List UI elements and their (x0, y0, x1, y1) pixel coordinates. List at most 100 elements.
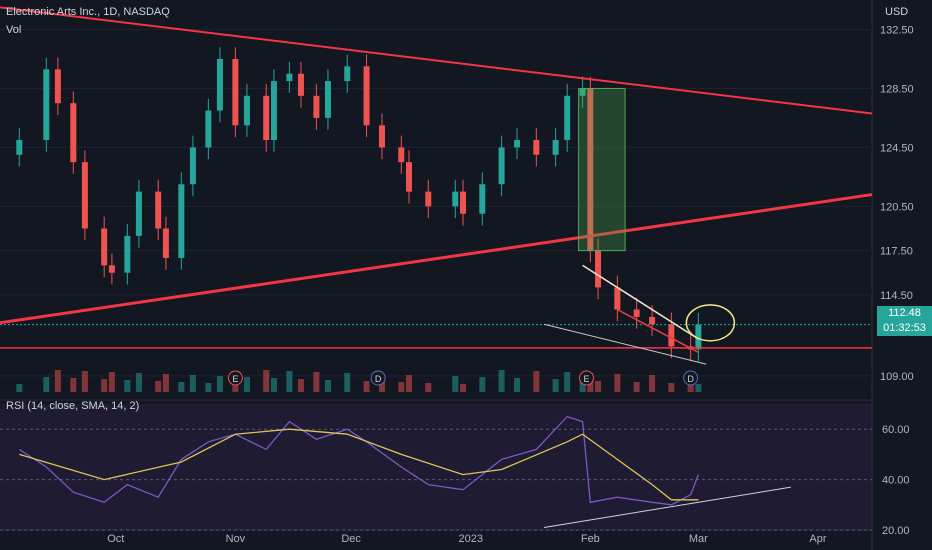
volume-bar (533, 371, 540, 392)
gap-box (578, 87, 626, 252)
rsi-tick-label: 60.00 (882, 424, 910, 436)
candle-body (498, 147, 505, 185)
candle-body (695, 324, 702, 350)
price-tick-label: 109.00 (880, 371, 914, 383)
time-tick-label: Feb (581, 533, 600, 545)
event-marker-label: D (687, 374, 694, 384)
volume-bar (124, 380, 131, 392)
volume-bar (270, 378, 277, 392)
volume-bar (16, 384, 23, 392)
event-marker-label: E (583, 374, 589, 384)
candle-body (135, 191, 142, 236)
candle-body (649, 316, 656, 325)
candle-body (189, 147, 196, 185)
price-tick-label: 120.50 (880, 201, 914, 213)
time-tick-label: Mar (689, 533, 708, 545)
channel-mid (616, 308, 699, 353)
candle-body (216, 58, 223, 111)
event-marker-label: E (232, 374, 238, 384)
volume-bar (579, 380, 586, 392)
volume-bar (135, 373, 142, 392)
volume-bar (263, 370, 270, 392)
candle-body (398, 147, 405, 163)
volume-bar (514, 378, 521, 392)
rsi-tick-label: 40.00 (882, 475, 910, 487)
volume-bar (286, 371, 293, 392)
upper-trendline (0, 6, 873, 115)
candle-body (297, 73, 304, 96)
price-tick-label: 132.50 (880, 24, 914, 36)
volume-bar (564, 372, 571, 392)
price-tick-label: 124.50 (880, 142, 914, 154)
candle-body (479, 184, 486, 214)
candle-body (70, 103, 77, 163)
candle-body (425, 191, 432, 207)
volume-bar (101, 379, 108, 392)
time-tick-label: 2023 (458, 533, 482, 545)
volume-bar (425, 383, 432, 392)
candle-body (232, 58, 239, 126)
volume-bar (81, 371, 88, 392)
candle-body (614, 287, 621, 310)
candle-body (587, 88, 594, 251)
candle-body (533, 140, 540, 155)
candle-body (16, 140, 23, 155)
candle-body (101, 228, 108, 266)
candle-body (43, 69, 50, 141)
symbol-title: Electronic Arts Inc., 1D, NASDAQ (6, 6, 170, 18)
volume-bar (695, 384, 702, 392)
candle-body (178, 184, 185, 258)
event-marker-label: D (375, 374, 382, 384)
candle-body (108, 265, 115, 273)
candle-body (243, 95, 250, 126)
volume-bar (162, 374, 169, 392)
candle-body (313, 95, 320, 118)
countdown: 01:32:53 (883, 322, 926, 334)
volume-bar (595, 381, 602, 392)
candle-body (595, 250, 602, 288)
event-marker (578, 370, 594, 386)
volume-bar (498, 370, 505, 392)
volume-bar (313, 372, 320, 392)
last-price: 112.48 (888, 307, 921, 319)
candle-body (363, 66, 370, 126)
volume-bar (178, 382, 185, 392)
rsi-label: RSI (14, close, SMA, 14, 2) (6, 400, 140, 412)
price-tick-label: 114.50 (880, 290, 913, 302)
candle-body (514, 140, 521, 148)
time-tick-label: Apr (809, 533, 826, 545)
rsi-panel (0, 404, 872, 530)
event-marker (683, 370, 699, 386)
volume-bar (216, 376, 223, 392)
price-tick-label: 128.50 (880, 83, 914, 95)
volume-bar (479, 377, 486, 392)
candle-body (286, 73, 293, 82)
event-marker (227, 370, 243, 386)
candle-body (205, 110, 212, 148)
candle-body (270, 81, 277, 141)
volume-bar (398, 382, 405, 392)
volume-bar (614, 374, 621, 392)
highlight-circle (685, 304, 736, 342)
event-marker (370, 370, 386, 386)
candle-body (54, 69, 61, 104)
candle-body (564, 95, 571, 141)
volume-bar (232, 384, 239, 392)
candle-body (633, 309, 640, 317)
volume-bar (324, 380, 331, 392)
time-tick-label: Nov (226, 533, 246, 545)
volume-bar (297, 379, 304, 392)
volume-bar (668, 383, 675, 392)
time-tick-label: Dec (341, 533, 361, 545)
volume-bar (452, 376, 459, 392)
volume-bar (54, 370, 61, 392)
volume-bar (205, 383, 212, 392)
volume-bar (405, 375, 412, 392)
rsi-sma-line (19, 428, 699, 501)
candle-body (81, 162, 88, 229)
volume-bar (243, 377, 250, 392)
volume-bar (633, 382, 640, 392)
volume-bar (43, 377, 50, 392)
candle-body (162, 228, 169, 258)
